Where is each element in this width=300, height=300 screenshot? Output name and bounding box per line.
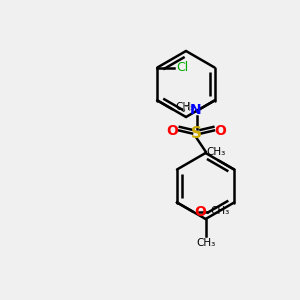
- Text: O: O: [167, 124, 178, 137]
- Text: O: O: [194, 205, 206, 218]
- Text: N: N: [189, 103, 201, 116]
- Text: S: S: [191, 126, 202, 141]
- Text: Cl: Cl: [176, 61, 188, 74]
- Text: H: H: [182, 101, 191, 114]
- Text: CH₃: CH₃: [206, 147, 226, 157]
- Text: O: O: [214, 124, 226, 137]
- Text: CH₃: CH₃: [176, 102, 195, 112]
- Text: CH₃: CH₃: [196, 238, 215, 248]
- Text: CH₃: CH₃: [210, 206, 229, 217]
